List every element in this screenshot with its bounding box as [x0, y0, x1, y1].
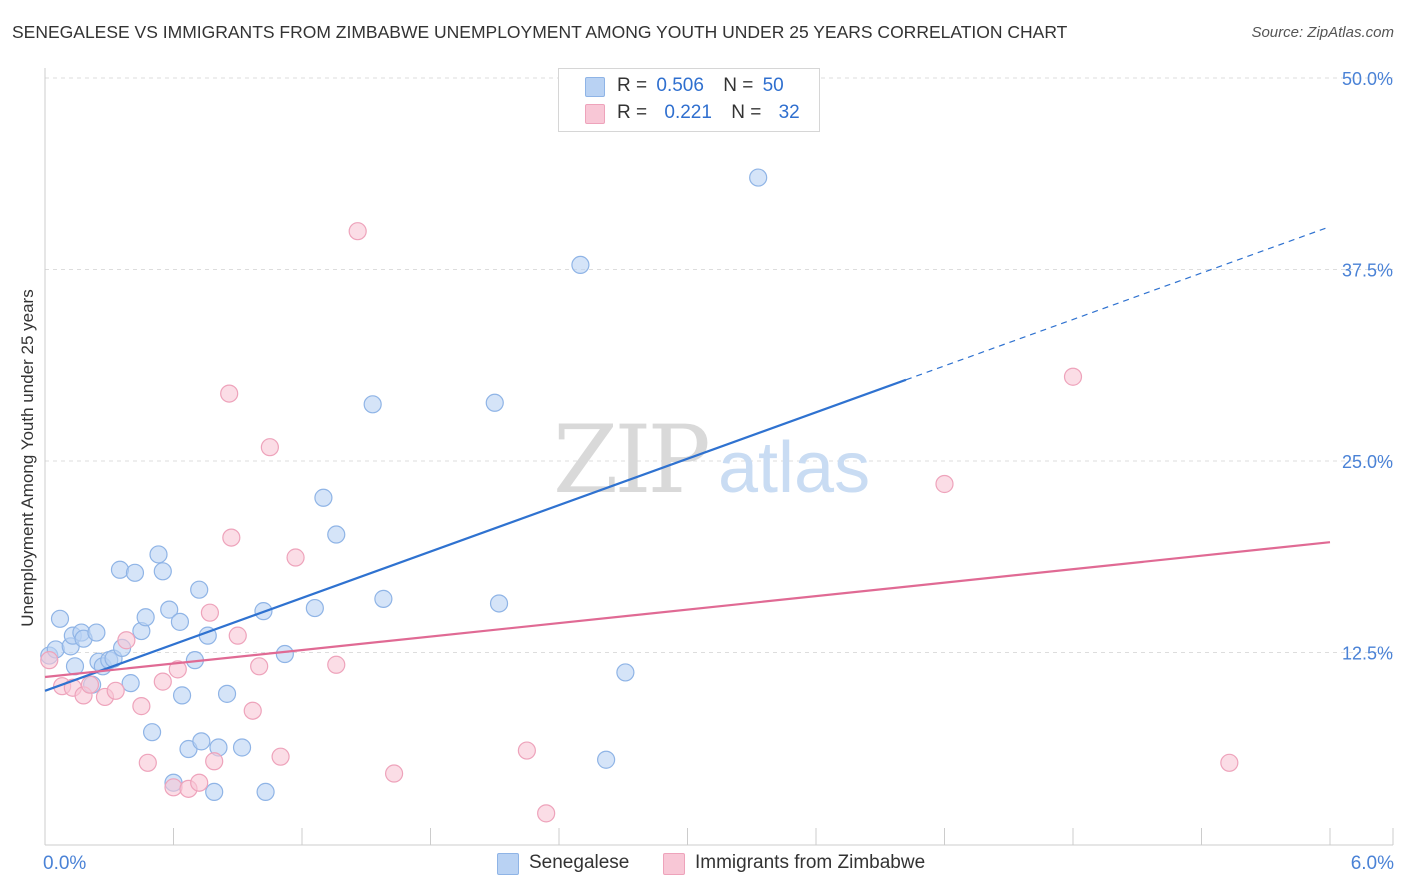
y-tick-label: 25.0% — [1342, 452, 1393, 472]
x-tick-label-min: 0.0% — [43, 853, 86, 874]
zimbabwe-point — [80, 675, 100, 694]
zimbabwe-trendline — [44, 541, 1331, 679]
zimbabwe-point — [205, 752, 224, 771]
senegalese-trendline — [44, 378, 907, 692]
n-value: 50 — [762, 75, 784, 96]
senegalese-point — [616, 663, 635, 682]
legend-swatch-blue — [585, 77, 605, 97]
zimbabwe-point — [222, 528, 241, 547]
points-layer — [40, 168, 1239, 823]
senegalese-point — [217, 684, 237, 703]
axis-layer — [44, 68, 1394, 846]
r-label: R = — [617, 75, 648, 96]
zimbabwe-point — [935, 474, 954, 494]
n-label: N = — [723, 75, 754, 96]
zimbabwe-point — [138, 753, 157, 772]
zimbabwe-point — [40, 651, 59, 670]
senegalese-point — [142, 723, 162, 742]
zimbabwe-point — [200, 603, 220, 622]
zimbabwe-point — [348, 222, 367, 241]
zimbabwe-point — [517, 741, 536, 760]
senegalese-point — [136, 608, 155, 627]
zimbabwe-point — [271, 747, 290, 766]
y-tick-label: 12.5% — [1342, 644, 1393, 664]
senegalese-point — [485, 393, 504, 412]
zimbabwe-point — [153, 672, 172, 691]
zimbabwe-point — [164, 778, 183, 797]
y-tick-labels: 12.5% 25.0% 37.5% 50.0% — [1342, 69, 1393, 664]
senegalese-point — [172, 686, 192, 705]
senegalese-point — [192, 732, 211, 751]
bottom-legend-label: Immigrants from Zimbabwe — [695, 852, 926, 873]
r-label: R = — [617, 102, 648, 123]
zimbabwe-point — [106, 681, 125, 700]
senegalese-point — [190, 580, 209, 599]
r-value: 0.221 — [664, 102, 712, 123]
bottom-legend-swatch-pink — [663, 853, 685, 875]
senegalese-point — [87, 623, 106, 642]
grid-layer — [45, 77, 1393, 653]
bottom-legend-label: Senegalese — [529, 852, 630, 873]
zimbabwe-point — [190, 773, 209, 792]
zimbabwe-point — [384, 764, 404, 783]
r-value: 0.506 — [656, 75, 704, 96]
senegalese-point — [314, 488, 333, 507]
senegalese-point — [110, 560, 130, 579]
senegalese-point — [205, 782, 224, 802]
senegalese-point — [597, 750, 616, 769]
zimbabwe-point — [1220, 753, 1239, 772]
senegalese-point — [153, 562, 172, 581]
zimbabwe-point — [243, 701, 262, 720]
senegalese-point — [327, 525, 346, 544]
zimbabwe-point — [168, 660, 187, 679]
y-axis-label: Unemployment Among Youth under 25 years — [18, 289, 37, 626]
source-label: Source: ZipAtlas.com — [1251, 24, 1394, 41]
zimbabwe-point — [228, 626, 247, 645]
watermark-atlas: atlas — [718, 428, 870, 508]
bottom-legend-swatch-blue — [497, 853, 519, 875]
y-tick-label: 37.5% — [1342, 261, 1393, 281]
senegalese-point — [749, 168, 768, 187]
senegalese-point — [374, 589, 393, 608]
senegalese-trendline-extension — [905, 226, 1331, 381]
senegalese-point — [489, 594, 509, 613]
zimbabwe-point — [327, 655, 346, 674]
zimbabwe-point — [537, 804, 556, 823]
chart-title: SENEGALESE VS IMMIGRANTS FROM ZIMBABWE U… — [12, 22, 1068, 42]
trend-layer — [44, 226, 1331, 692]
senegalese-point — [50, 609, 70, 628]
zimbabwe-point — [132, 697, 151, 716]
x-tick-label-max: 6.0% — [1351, 853, 1394, 874]
y-tick-label: 50.0% — [1342, 69, 1393, 89]
n-label: N = — [731, 102, 762, 123]
senegalese-point — [125, 563, 145, 582]
zimbabwe-point — [220, 384, 239, 403]
senegalese-point — [275, 644, 294, 664]
senegalese-point — [232, 738, 252, 757]
zimbabwe-point — [286, 548, 305, 567]
correlation-legend: R = 0.506 N = 50 R = 0.221 N = 32 — [558, 68, 820, 132]
senegalese-point — [149, 545, 168, 564]
senegalese-point — [170, 612, 190, 631]
zimbabwe-point — [250, 657, 269, 676]
senegalese-point — [305, 598, 324, 618]
senegalese-point — [160, 600, 179, 619]
zimbabwe-point — [260, 438, 279, 457]
senegalese-point — [256, 782, 275, 802]
senegalese-point — [571, 255, 590, 275]
n-value: 32 — [778, 102, 800, 123]
zimbabwe-point — [117, 631, 136, 650]
senegalese-point — [121, 674, 140, 693]
senegalese-point — [363, 395, 382, 414]
zimbabwe-point — [1063, 367, 1083, 386]
legend-swatch-pink — [585, 104, 605, 124]
